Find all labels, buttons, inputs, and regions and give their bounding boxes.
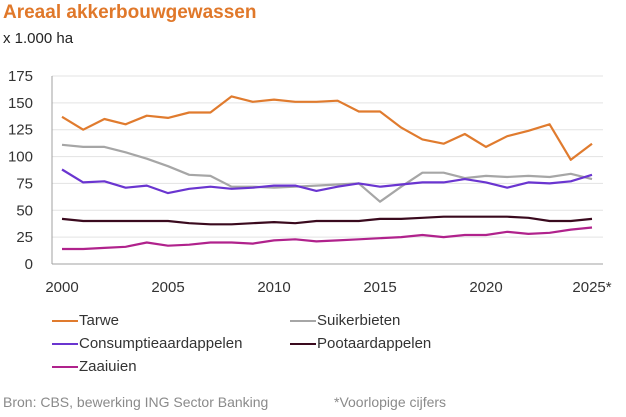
series-line-pootaardappelen	[61, 215, 593, 226]
series-line-tarwe	[61, 95, 593, 161]
x-tick-label: 2010	[257, 279, 290, 296]
x-axis-ticks: 2000 2005 2010 2015 2020 2025*	[45, 279, 611, 296]
x-tick-label: 2015	[363, 279, 396, 296]
footnote: *Voorlopige cijfers	[334, 394, 447, 410]
y-tick-label: 125	[8, 122, 33, 139]
chart-title: Areaal akkerbouwgewassen	[3, 2, 257, 23]
x-tick-label: 2025*	[572, 279, 611, 296]
y-tick-label: 50	[16, 202, 33, 219]
series-line-zaaiuien	[62, 226, 593, 251]
series-line-suikerbieten	[61, 143, 593, 203]
series-lines	[61, 95, 593, 251]
x-tick-label: 2005	[151, 279, 184, 296]
y-tick-label: 0	[25, 256, 33, 273]
unit-label: x 1.000 ha	[3, 30, 74, 47]
x-tick-label: 2000	[45, 279, 78, 296]
source-note: Bron: CBS, bewerking ING Sector Banking	[3, 394, 269, 410]
gridlines	[52, 75, 603, 238]
series-line-consumptieaardappelen	[61, 168, 593, 195]
y-tick-label: 100	[8, 149, 33, 166]
y-tick-label: 25	[16, 229, 33, 246]
axes	[51, 76, 603, 265]
y-tick-label: 75	[16, 175, 33, 192]
y-tick-label: 175	[8, 68, 33, 85]
y-tick-label: 150	[8, 95, 33, 112]
y-axis-ticks: 0 25 50 75 100 125 150 175	[8, 68, 33, 273]
x-tick-label: 2020	[469, 279, 502, 296]
